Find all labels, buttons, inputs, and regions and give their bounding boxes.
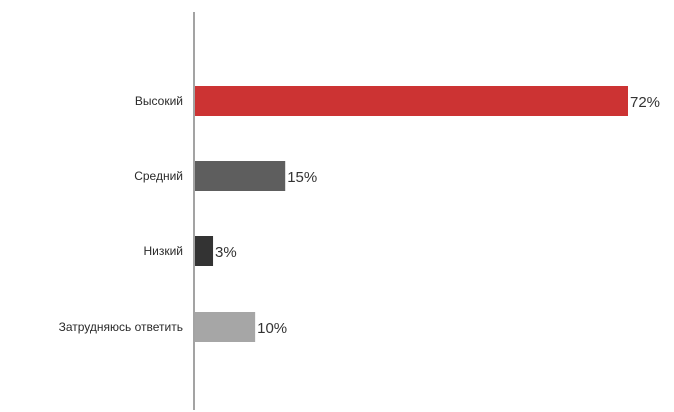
category-label-2: Низкий [143, 244, 183, 258]
bar-3 [195, 312, 256, 342]
value-label-1: 15% [287, 169, 317, 186]
category-label-0: Высокий [135, 94, 183, 108]
bars-group [195, 86, 628, 342]
value-label-3: 10% [257, 320, 287, 337]
value-label-0: 72% [630, 94, 660, 111]
bar-2 [195, 236, 214, 266]
category-labels-group: Высокий Средний Низкий Затрудняюсь ответить [59, 94, 183, 334]
value-labels-group: 72% 15% 3% 10% [215, 94, 660, 337]
category-label-3: Затрудняюсь ответить [59, 320, 183, 334]
bar-0 [195, 86, 628, 116]
bar-1 [195, 161, 286, 191]
value-label-2: 3% [215, 244, 237, 261]
category-label-1: Средний [134, 169, 183, 183]
